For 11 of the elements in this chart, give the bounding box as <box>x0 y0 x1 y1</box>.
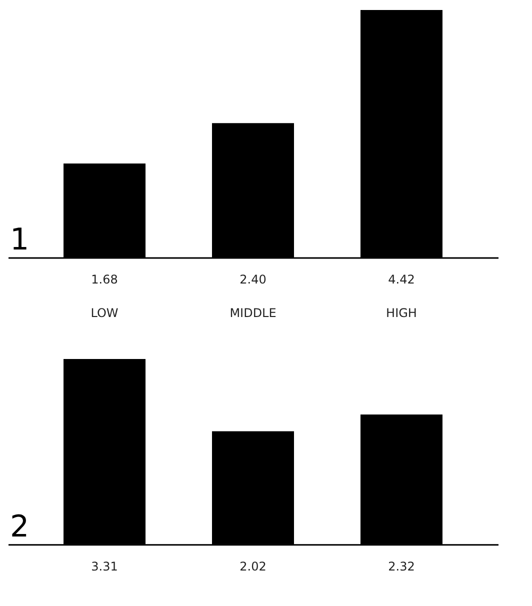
x-tick-label: MIDDLE <box>230 306 276 320</box>
x-tick-label: HIGH <box>386 306 417 320</box>
annotation: 1 <box>10 222 30 258</box>
data-label: 2.40 <box>240 272 266 287</box>
annotation: 2 <box>10 509 30 544</box>
x-tick-label: LOW <box>90 306 118 320</box>
data-label: 4.42 <box>388 272 415 287</box>
data-label: 1.68 <box>91 272 118 287</box>
data-label: 2.32 <box>388 559 415 574</box>
data-label: 2.02 <box>240 559 266 574</box>
data-label: 3.31 <box>91 559 118 574</box>
